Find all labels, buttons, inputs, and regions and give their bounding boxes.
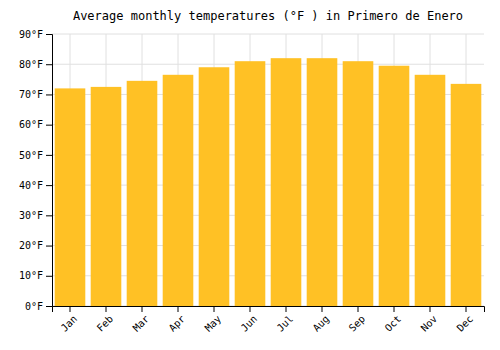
x-axis: Jan Feb Mar Apr May Jun Jul Aug Sep Oct Nov Dec bbox=[53, 306, 485, 334]
grid-line bbox=[52, 34, 484, 35]
tick-mark bbox=[46, 64, 52, 65]
tick: Dec bbox=[455, 306, 476, 334]
tick: Jan bbox=[59, 306, 80, 334]
bar bbox=[451, 84, 482, 306]
tick-label: Dec bbox=[455, 313, 476, 334]
tick: 70°F bbox=[19, 89, 52, 100]
tick-mark bbox=[46, 215, 52, 216]
axis-line bbox=[46, 35, 53, 307]
tick-label: 40°F bbox=[19, 180, 43, 191]
tick-label: 70°F bbox=[19, 89, 43, 100]
tick: 0°F bbox=[25, 301, 52, 312]
tick: 30°F bbox=[19, 210, 52, 221]
tick: May bbox=[203, 306, 224, 334]
tick: 60°F bbox=[19, 119, 52, 130]
tick-mark bbox=[394, 306, 395, 312]
bar bbox=[379, 66, 410, 306]
tick: Nov bbox=[419, 306, 440, 334]
tick-label: Mar bbox=[131, 313, 152, 334]
bar bbox=[163, 75, 194, 306]
tick-mark bbox=[46, 306, 52, 307]
tick-label: Feb bbox=[95, 313, 116, 334]
tick-label: Sep bbox=[347, 313, 368, 334]
tick-mark bbox=[430, 306, 431, 312]
tick: Jun bbox=[239, 306, 260, 334]
tick-mark bbox=[46, 276, 52, 277]
bar bbox=[235, 61, 266, 306]
tick-mark bbox=[250, 306, 251, 312]
axis-line bbox=[53, 307, 485, 313]
tick-label: 30°F bbox=[19, 210, 43, 221]
bar bbox=[91, 87, 122, 306]
tick-label: 0°F bbox=[25, 301, 43, 312]
tick: 20°F bbox=[19, 240, 52, 251]
tick-label: Nov bbox=[419, 313, 440, 334]
tick: Mar bbox=[131, 306, 152, 334]
bar bbox=[127, 81, 158, 306]
tick: 50°F bbox=[19, 150, 52, 161]
tick: Jul bbox=[275, 306, 296, 334]
tick: 40°F bbox=[19, 180, 52, 191]
tick-mark bbox=[358, 306, 359, 312]
tick-label: 50°F bbox=[19, 150, 43, 161]
tick-mark bbox=[142, 306, 143, 312]
tick-label: 90°F bbox=[19, 29, 43, 40]
tick-label: 10°F bbox=[19, 270, 43, 281]
tick-label: 20°F bbox=[19, 240, 43, 251]
tick-label: May bbox=[203, 313, 224, 334]
tick-label: 60°F bbox=[19, 119, 43, 130]
tick-mark bbox=[46, 185, 52, 186]
tick-mark bbox=[46, 94, 52, 95]
grid bbox=[52, 34, 484, 306]
tick-mark bbox=[286, 306, 287, 312]
bars bbox=[55, 58, 482, 306]
tick: Feb bbox=[95, 306, 116, 334]
bar bbox=[271, 58, 302, 306]
title: Average monthly temperatures (°F ) in Pr… bbox=[73, 9, 463, 23]
grid-line bbox=[52, 64, 484, 65]
tick-mark bbox=[466, 306, 467, 312]
tick: Apr bbox=[167, 306, 188, 334]
plot: 0°F 10°F 20°F 30°F 40°F 50°F 60°F 70°F 80°F 90°F J… bbox=[19, 29, 485, 334]
bar bbox=[343, 61, 374, 306]
chart: Average monthly temperatures (°F ) in Pr… bbox=[0, 0, 500, 350]
tick-mark bbox=[46, 125, 52, 126]
tick-mark bbox=[46, 246, 52, 247]
tick-mark bbox=[106, 306, 107, 312]
tick-label: Jan bbox=[59, 313, 80, 334]
tick-label: 80°F bbox=[19, 59, 43, 70]
tick: Oct bbox=[383, 306, 404, 334]
bar bbox=[199, 67, 230, 306]
tick-mark bbox=[46, 34, 52, 35]
tick: Sep bbox=[347, 306, 368, 334]
tick: 90°F bbox=[19, 29, 52, 40]
tick-mark bbox=[46, 155, 52, 156]
bar bbox=[415, 75, 446, 306]
tick: 80°F bbox=[19, 59, 52, 70]
tick-label: Oct bbox=[383, 313, 404, 334]
tick-mark bbox=[214, 306, 215, 312]
tick-label: Jun bbox=[239, 313, 260, 334]
bar bbox=[307, 58, 338, 306]
tick-label: Jul bbox=[275, 313, 296, 334]
tick-mark bbox=[70, 306, 71, 312]
tick-mark bbox=[322, 306, 323, 312]
tick-label: Apr bbox=[167, 313, 188, 334]
tick-mark bbox=[178, 306, 179, 312]
y-axis: 0°F 10°F 20°F 30°F 40°F 50°F 60°F 70°F 80°F 90°F bbox=[19, 29, 53, 312]
tick-label: Aug bbox=[311, 313, 332, 334]
tick: 10°F bbox=[19, 270, 52, 281]
tick: Aug bbox=[311, 306, 332, 334]
bar bbox=[55, 88, 86, 306]
